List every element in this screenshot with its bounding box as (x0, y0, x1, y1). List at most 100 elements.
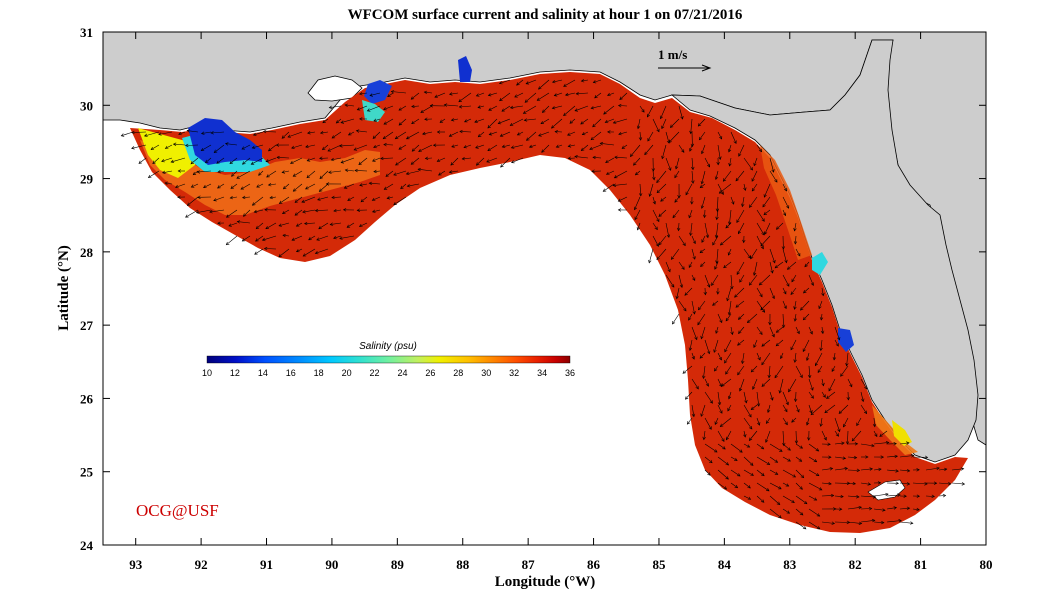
current-vector (860, 443, 875, 447)
current-vector (517, 131, 524, 136)
current-vector-head (564, 92, 569, 97)
current-vector (685, 183, 693, 195)
current-vector (938, 482, 951, 485)
current-vector (501, 105, 511, 112)
current-vector (759, 274, 771, 286)
current-vector-head (726, 297, 730, 302)
current-vector-head (682, 370, 687, 374)
current-vector-head (405, 171, 410, 176)
current-vector (393, 196, 407, 206)
current-vector-head (680, 116, 684, 120)
current-vector (569, 118, 576, 124)
current-vector (860, 495, 876, 498)
current-vector-head (475, 93, 480, 97)
current-vector (815, 352, 823, 366)
current-vector (173, 143, 186, 146)
current-vector (847, 430, 849, 445)
colorbar-tick-label: 18 (314, 368, 324, 378)
current-vector (703, 365, 706, 379)
current-vector-head (282, 185, 287, 190)
current-vector (737, 365, 745, 375)
current-vector-head (699, 355, 703, 359)
current-vector-head (725, 317, 729, 322)
current-vector-head (386, 196, 391, 200)
current-vector-head (658, 213, 662, 217)
current-vector-head (737, 316, 742, 320)
current-vector-head (161, 170, 166, 174)
current-vector (779, 378, 784, 394)
current-vector (716, 209, 719, 220)
current-vector-head (161, 158, 165, 163)
current-vector-head (405, 136, 410, 140)
current-vector (276, 157, 290, 159)
current-vector (387, 196, 394, 199)
current-vector-head (333, 235, 337, 240)
current-vector-head (721, 438, 725, 442)
current-vector-head (195, 210, 200, 214)
current-vector-head (229, 160, 234, 164)
current-vector-head (342, 208, 347, 212)
current-vector (691, 352, 695, 360)
current-vector (795, 391, 797, 402)
current-vector-head (358, 161, 362, 165)
current-vector-head (514, 94, 518, 98)
current-vector-head (500, 164, 504, 168)
current-vector (393, 170, 407, 176)
current-vector-head (750, 406, 755, 410)
current-vector (656, 170, 667, 183)
current-vector (618, 105, 628, 107)
current-vector (678, 300, 687, 312)
current-vector-head (382, 136, 387, 140)
current-vector-head (840, 373, 844, 377)
current-vector (214, 144, 225, 153)
current-vector (158, 131, 173, 135)
current-vector-head (804, 263, 808, 268)
current-vector-head (895, 481, 900, 485)
x-tick-label: 90 (325, 557, 338, 572)
current-vector (217, 170, 225, 173)
current-vector (477, 105, 485, 108)
current-vector-head (602, 188, 607, 192)
current-vector (302, 209, 316, 213)
current-vector-head (674, 174, 678, 179)
current-vector (357, 105, 368, 111)
current-vector-head (411, 148, 416, 152)
current-vector (821, 482, 832, 485)
x-tick-label: 93 (129, 557, 143, 572)
current-vector (769, 443, 783, 452)
current-vector (769, 326, 775, 338)
current-vector-head (436, 130, 441, 134)
current-vector (782, 456, 791, 462)
current-vector-head (718, 356, 722, 361)
current-vector (691, 235, 696, 244)
current-vector (251, 157, 264, 165)
current-vector (499, 92, 511, 101)
current-vector-head (684, 292, 688, 296)
current-vector (794, 352, 797, 363)
current-vector-head (580, 79, 585, 83)
current-vector-head (767, 409, 771, 414)
current-vector-head (691, 180, 695, 184)
current-vector (475, 144, 485, 149)
current-vector-head (719, 410, 723, 414)
current-vector-head (147, 174, 152, 178)
current-vector (345, 169, 355, 172)
current-vector (764, 183, 771, 198)
current-vector (713, 339, 719, 353)
current-vector-head (150, 146, 155, 150)
current-vector (730, 443, 743, 453)
current-vector-head (385, 173, 389, 177)
current-vector-head (672, 214, 676, 219)
current-vector (912, 508, 920, 511)
current-vector (526, 131, 537, 141)
current-vector (803, 287, 810, 294)
current-vector-head (668, 167, 672, 171)
current-vector (701, 326, 706, 339)
current-vector-head (538, 133, 542, 137)
current-vector-head (658, 241, 662, 246)
current-vector-head (713, 349, 717, 353)
current-vector-head (723, 264, 727, 269)
current-vector (795, 495, 808, 505)
current-vector (240, 183, 251, 190)
current-vector-head (827, 442, 831, 446)
